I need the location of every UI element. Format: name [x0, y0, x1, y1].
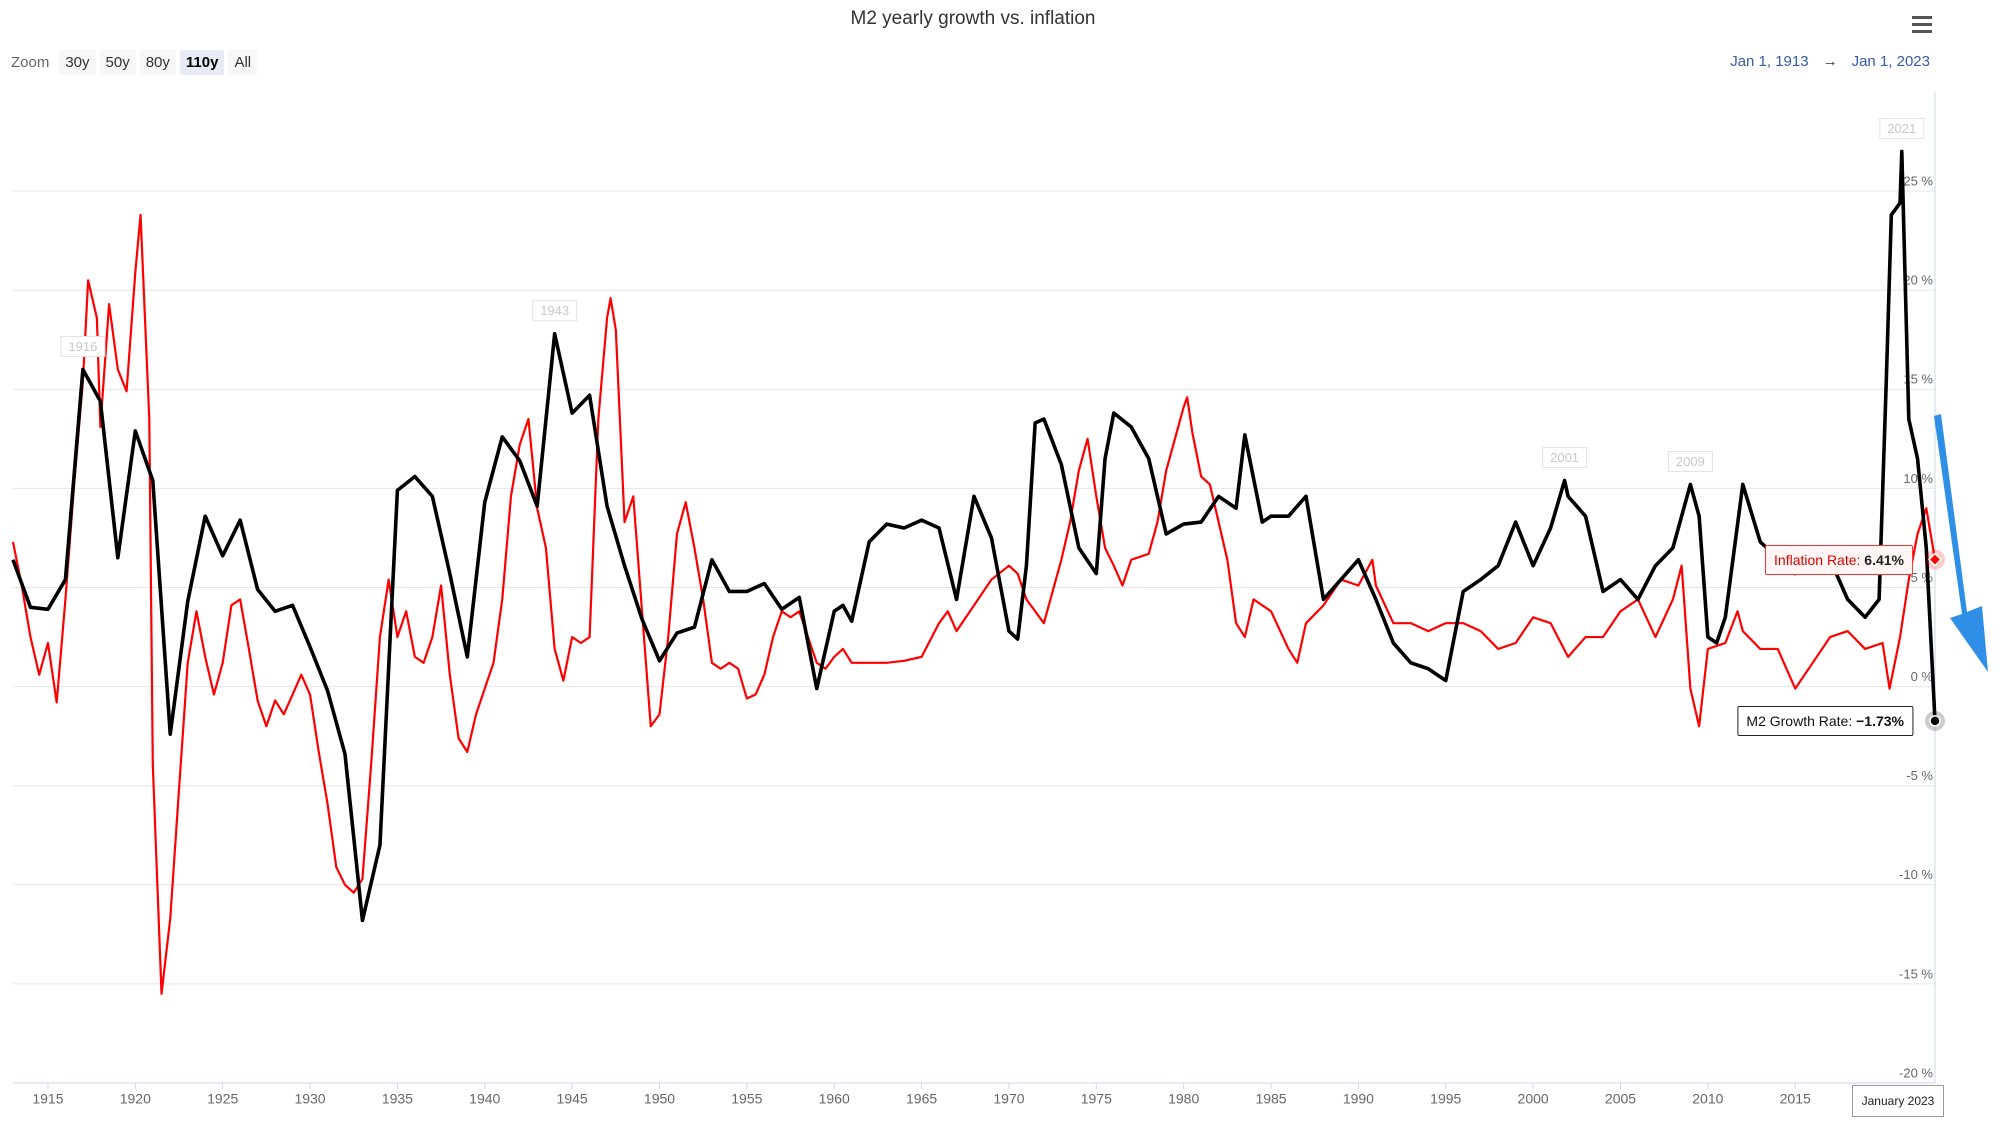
tooltip-name: M2 Growth Rate — [1746, 713, 1856, 729]
x-tick-label: 1985 — [1255, 1091, 1286, 1107]
annotation: 2009 — [1676, 454, 1705, 469]
annotation-box — [532, 300, 578, 322]
y-tick-label: -20 % — [1899, 1065, 1933, 1080]
end-point — [1929, 715, 1941, 727]
x-tick-label: 1950 — [644, 1091, 675, 1107]
annotation: 1943 — [540, 303, 569, 318]
annotation: 1916 — [68, 339, 97, 354]
x-tick-label: 1960 — [819, 1091, 850, 1107]
annotation-box — [60, 335, 106, 357]
zoom-button[interactable]: 30y — [59, 50, 96, 75]
date-range: Jan 1, 1913 → Jan 1, 2023 — [1730, 53, 1930, 70]
zoom-button[interactable]: All — [228, 50, 258, 75]
x-tick-label: 1940 — [469, 1091, 500, 1107]
x-tick-label: 2005 — [1605, 1091, 1636, 1107]
annotation: 2001 — [1550, 450, 1579, 465]
x-tick-label: 1920 — [120, 1091, 151, 1107]
zoom-bar: Zoom 30y 50y 80y 110y All — [11, 50, 258, 75]
x-tick-label: 1935 — [382, 1091, 413, 1107]
y-tick-label: 0 % — [1911, 669, 1934, 684]
menu-bar[interactable] — [1912, 23, 1932, 26]
y-tick-label: 20 % — [1903, 273, 1933, 288]
range-from[interactable]: Jan 1, 1913 — [1730, 53, 1809, 70]
y-tick-label: 25 % — [1903, 174, 1933, 189]
y-tick-label: -15 % — [1899, 966, 1933, 981]
menu-bar[interactable] — [1912, 16, 1932, 19]
x-tick-label: 1925 — [207, 1091, 238, 1107]
menu-bar[interactable] — [1912, 30, 1932, 33]
tooltip: M2 Growth Rate−1.73% — [1737, 705, 1913, 736]
x-tick-label: 1930 — [294, 1091, 325, 1107]
x-tick-label: 2000 — [1518, 1091, 1549, 1107]
annotation-box — [1879, 117, 1925, 139]
range-to[interactable]: Jan 1, 2023 — [1851, 53, 1930, 70]
x-tick-label: 1995 — [1430, 1091, 1461, 1107]
annotation-box — [1667, 450, 1713, 472]
annotation-box — [1542, 446, 1588, 468]
end-point — [1927, 552, 1943, 567]
tooltip-name: Inflation Rate — [1774, 552, 1864, 568]
x-tick-label: 1990 — [1343, 1091, 1374, 1107]
x-tick-label: 1945 — [557, 1091, 588, 1107]
zoom-button[interactable]: 80y — [139, 50, 176, 75]
x-tick-label: 1970 — [993, 1091, 1024, 1107]
y-tick-label: 15 % — [1903, 372, 1933, 387]
chart-title: M2 yearly growth vs. inflation — [851, 8, 1096, 29]
zoom-button[interactable]: 110y — [179, 50, 225, 75]
range-separator: → — [1822, 53, 1838, 70]
annotation: 2021 — [1887, 121, 1916, 136]
zoom-button[interactable]: 50y — [99, 50, 136, 75]
x-tick-label: 1975 — [1081, 1091, 1112, 1107]
y-tick-label: -5 % — [1906, 768, 1933, 783]
y-tick-label: -10 % — [1899, 867, 1933, 882]
y-tick-label: 5 % — [1911, 570, 1934, 585]
menu-icon[interactable] — [1912, 16, 1932, 33]
x-tick-label: 2010 — [1692, 1091, 1723, 1107]
x-tick-label: 1980 — [1168, 1091, 1199, 1107]
x-tick-label: 1915 — [32, 1091, 63, 1107]
series-line — [11, 213, 1937, 995]
zoom-label: Zoom — [11, 54, 50, 71]
tooltip-value: 6.41% — [1864, 551, 1904, 568]
crosshair-label: January 2023 — [1852, 1085, 1944, 1117]
tooltip-value: −1.73% — [1856, 712, 1904, 729]
x-tick-label: 1955 — [731, 1091, 762, 1107]
x-tick-label: 1965 — [906, 1091, 937, 1107]
series-line — [11, 149, 1937, 923]
arrow — [1934, 414, 1988, 672]
tooltip: Inflation Rate6.41% — [1765, 544, 1913, 575]
x-tick-label: 2015 — [1780, 1091, 1811, 1107]
